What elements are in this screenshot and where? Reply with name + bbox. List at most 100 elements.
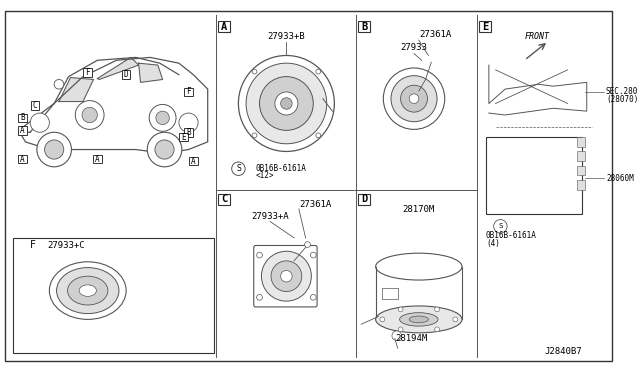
Text: C: C	[33, 101, 37, 110]
Circle shape	[316, 69, 321, 74]
Circle shape	[246, 63, 326, 144]
Circle shape	[257, 294, 262, 300]
Circle shape	[82, 107, 97, 123]
Circle shape	[380, 317, 385, 322]
Text: F: F	[30, 240, 36, 250]
Circle shape	[310, 252, 316, 258]
Text: D: D	[361, 195, 367, 205]
Circle shape	[262, 251, 311, 301]
FancyBboxPatch shape	[31, 101, 39, 110]
Circle shape	[239, 55, 334, 151]
Ellipse shape	[49, 262, 126, 320]
Circle shape	[260, 77, 313, 130]
Text: 27361A: 27361A	[419, 30, 451, 39]
Ellipse shape	[56, 267, 119, 314]
Polygon shape	[97, 57, 139, 80]
Circle shape	[280, 98, 292, 109]
Text: 28170M: 28170M	[403, 205, 435, 214]
Circle shape	[392, 331, 401, 340]
Text: F: F	[186, 87, 191, 96]
FancyBboxPatch shape	[184, 88, 193, 96]
Text: B: B	[361, 22, 367, 32]
Bar	[13, 238, 214, 353]
Text: E: E	[181, 132, 186, 142]
Ellipse shape	[68, 276, 108, 305]
Polygon shape	[139, 63, 163, 82]
Text: 28060M: 28060M	[606, 174, 634, 183]
Text: 0B16B-6161A: 0B16B-6161A	[256, 164, 307, 173]
FancyBboxPatch shape	[382, 288, 398, 299]
Circle shape	[401, 85, 428, 112]
Text: 27933+C: 27933+C	[47, 241, 85, 250]
Polygon shape	[59, 78, 93, 102]
FancyBboxPatch shape	[218, 21, 230, 32]
Text: 27361A: 27361A	[299, 200, 331, 209]
FancyBboxPatch shape	[358, 21, 370, 32]
Circle shape	[398, 307, 403, 312]
FancyBboxPatch shape	[479, 21, 491, 32]
Bar	[577, 137, 585, 147]
FancyBboxPatch shape	[189, 157, 198, 166]
Text: A: A	[20, 126, 25, 135]
FancyBboxPatch shape	[83, 68, 92, 77]
Circle shape	[76, 100, 104, 129]
FancyBboxPatch shape	[358, 194, 370, 205]
Text: S: S	[498, 223, 502, 229]
Circle shape	[409, 94, 419, 103]
Circle shape	[232, 162, 245, 176]
Circle shape	[453, 317, 458, 322]
FancyBboxPatch shape	[18, 113, 27, 122]
Circle shape	[398, 327, 403, 332]
Bar	[577, 151, 585, 161]
Text: 27933: 27933	[401, 43, 428, 52]
Ellipse shape	[376, 253, 462, 280]
Text: SEC.280: SEC.280	[606, 87, 638, 96]
Text: E: E	[482, 22, 488, 32]
FancyBboxPatch shape	[93, 155, 102, 163]
FancyBboxPatch shape	[179, 133, 188, 141]
FancyBboxPatch shape	[122, 70, 131, 79]
Circle shape	[305, 242, 310, 247]
Text: FRONT: FRONT	[524, 32, 549, 41]
FancyBboxPatch shape	[18, 126, 27, 135]
Text: <12>: <12>	[256, 171, 274, 180]
Circle shape	[435, 307, 440, 312]
Ellipse shape	[79, 285, 97, 296]
FancyBboxPatch shape	[18, 155, 27, 163]
Text: A: A	[191, 157, 196, 166]
Text: B: B	[20, 113, 25, 122]
FancyBboxPatch shape	[184, 128, 193, 137]
Text: A: A	[221, 22, 227, 32]
Bar	[577, 166, 585, 176]
Circle shape	[252, 69, 257, 74]
FancyBboxPatch shape	[254, 246, 317, 307]
Circle shape	[435, 327, 440, 332]
Text: 0B16B-6161A: 0B16B-6161A	[486, 231, 537, 240]
Circle shape	[257, 252, 262, 258]
Text: A: A	[20, 155, 25, 164]
Circle shape	[37, 132, 72, 167]
Circle shape	[271, 261, 301, 292]
Ellipse shape	[376, 306, 462, 333]
Text: S: S	[236, 164, 241, 173]
Circle shape	[54, 80, 64, 89]
Circle shape	[147, 132, 182, 167]
Circle shape	[179, 113, 198, 132]
Bar	[486, 137, 582, 214]
Circle shape	[155, 140, 174, 159]
Circle shape	[45, 140, 64, 159]
Ellipse shape	[399, 313, 438, 326]
Circle shape	[391, 76, 437, 122]
Circle shape	[156, 111, 170, 125]
Text: F: F	[86, 68, 90, 77]
Text: (28070): (28070)	[606, 95, 638, 104]
Circle shape	[252, 133, 257, 138]
Text: A: A	[95, 155, 100, 164]
Text: 27933+B: 27933+B	[268, 32, 305, 41]
Text: D: D	[124, 70, 129, 79]
Text: (4): (4)	[486, 239, 500, 248]
Circle shape	[30, 113, 49, 132]
Circle shape	[275, 92, 298, 115]
Text: 27933+A: 27933+A	[252, 212, 289, 221]
FancyBboxPatch shape	[218, 194, 230, 205]
